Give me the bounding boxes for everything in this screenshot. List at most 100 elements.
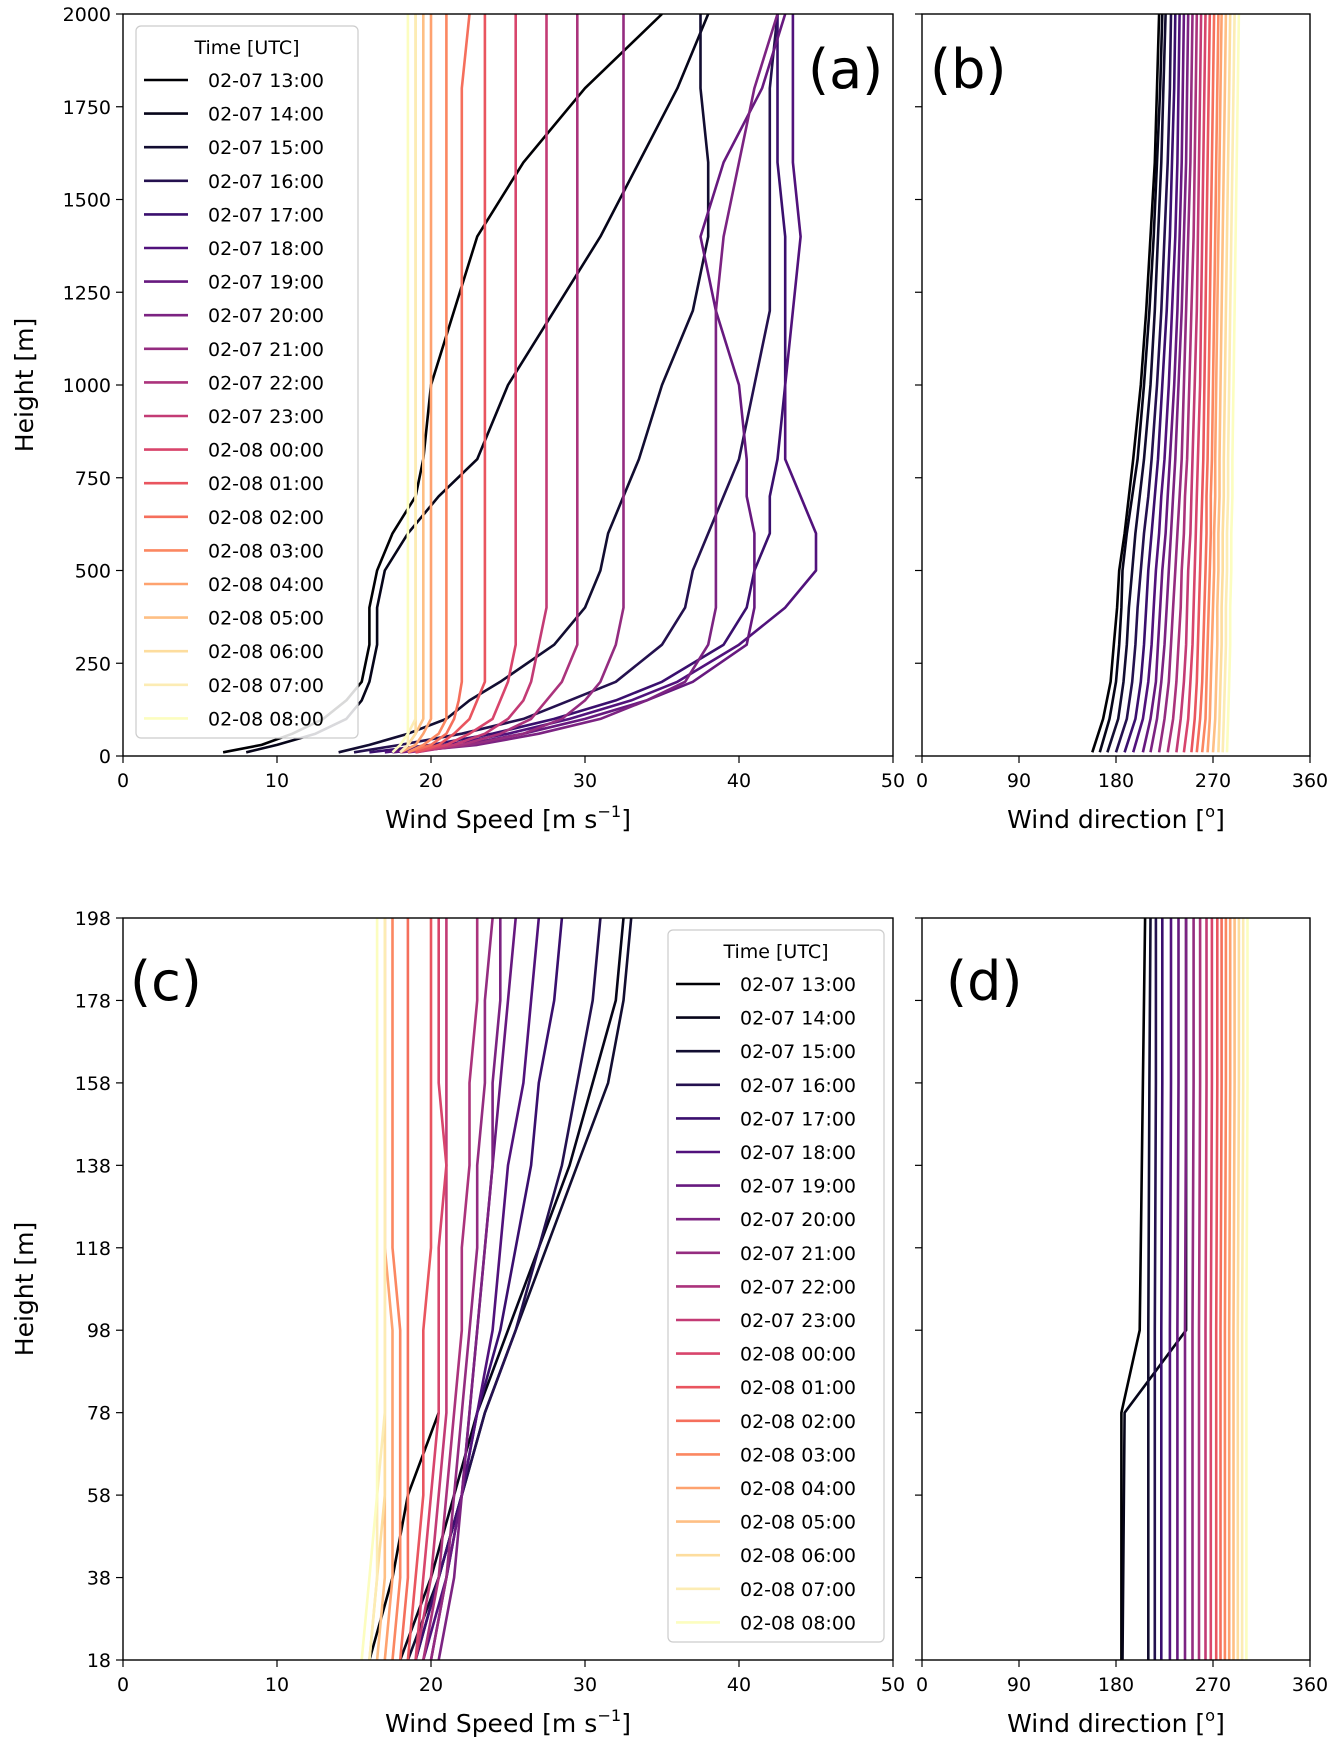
y-tick-label: 118 <box>75 1238 111 1260</box>
legend-label: 02-08 00:00 <box>740 1344 856 1366</box>
series-line <box>1225 14 1241 753</box>
legend: Time [UTC] 02-07 13:00 02-07 14:00 02-07 15… <box>667 929 885 1643</box>
legend-label: 02-08 08:00 <box>740 1612 856 1634</box>
y-tick-label: 2000 <box>63 4 111 26</box>
legend-label: 02-08 06:00 <box>740 1545 856 1567</box>
x-tick-label: 0 <box>117 1674 129 1696</box>
legend-label: 02-07 19:00 <box>740 1176 856 1198</box>
x-tick-label: 50 <box>881 1674 905 1696</box>
series-line <box>391 918 402 1660</box>
y-tick-label: 98 <box>87 1320 111 1342</box>
series-line <box>1166 14 1199 753</box>
legend-box <box>667 929 885 1643</box>
legend-label: 02-07 20:00 <box>208 305 324 327</box>
legend-label: 02-07 14:00 <box>740 1008 856 1030</box>
series-line <box>369 14 787 754</box>
series-line <box>1227 918 1232 1660</box>
legend-label: 02-08 05:00 <box>208 608 324 630</box>
legend-label: 02-07 16:00 <box>740 1075 856 1097</box>
legend-label: 02-08 03:00 <box>740 1444 856 1466</box>
series-line <box>437 918 502 1660</box>
x-tick-label: 360 <box>1292 770 1328 792</box>
series-line <box>384 14 818 754</box>
y-tick-label: 0 <box>99 746 111 768</box>
legend-label: 02-07 14:00 <box>208 104 324 126</box>
series-line <box>1123 14 1177 753</box>
y-tick-label: 198 <box>75 908 111 930</box>
legend-title: Time [UTC] <box>193 37 299 59</box>
x-axis-label: Wind Speed [m s−1] <box>385 1706 631 1738</box>
series-line <box>1217 14 1232 753</box>
series-line <box>360 918 379 1660</box>
legend-label: 02-08 03:00 <box>208 540 324 562</box>
series-line <box>1214 918 1219 1660</box>
plot-frame <box>921 917 1311 1661</box>
x-axis-label: Wind Speed [m s−1] <box>385 802 631 834</box>
plot-frame <box>921 13 1311 757</box>
y-tick-label: 1750 <box>63 97 111 119</box>
x-tick-label: 0 <box>916 770 928 792</box>
series-line <box>1221 14 1236 753</box>
panel-a: 0 10 20 30 40 5002505007501000125015001750200… <box>10 4 905 834</box>
y-tick-label: 38 <box>87 1568 111 1590</box>
y-tick-label: 138 <box>75 1155 111 1177</box>
series-line <box>1204 918 1208 1660</box>
legend-label: 02-08 01:00 <box>740 1377 856 1399</box>
series-line <box>1091 14 1161 753</box>
series-line <box>422 918 479 1660</box>
series-line <box>1183 918 1188 1660</box>
panel-label: (b) <box>930 38 1006 101</box>
series-line <box>399 14 433 754</box>
series-line <box>407 14 471 754</box>
series-line <box>391 14 410 754</box>
series-line <box>1206 14 1223 753</box>
series-line <box>1191 918 1195 1660</box>
y-tick-label: 500 <box>75 561 111 583</box>
legend-label: 02-07 23:00 <box>740 1310 856 1332</box>
x-tick-label: 10 <box>265 770 289 792</box>
series-line <box>1219 918 1223 1660</box>
legend-label: 02-07 15:00 <box>740 1041 856 1063</box>
series-line <box>1236 918 1241 1660</box>
series-line <box>368 918 387 1660</box>
series-line <box>1149 14 1190 753</box>
series-line <box>1106 14 1167 753</box>
y-tick-label: 750 <box>75 468 111 490</box>
legend-label: 02-07 13:00 <box>208 70 324 92</box>
legend-label: 02-08 04:00 <box>740 1478 856 1500</box>
series-group <box>360 918 633 1660</box>
legend-label: 02-08 07:00 <box>208 675 324 697</box>
series-line <box>1168 918 1173 1660</box>
series-line <box>392 14 787 754</box>
y-tick-label: 78 <box>87 1403 111 1425</box>
x-tick-label: 360 <box>1292 1674 1328 1696</box>
series-line <box>1190 14 1212 753</box>
x-tick-label: 40 <box>727 1674 751 1696</box>
legend-label: 02-07 17:00 <box>740 1108 856 1130</box>
series-line <box>399 14 425 754</box>
x-tick-label: 10 <box>265 1674 289 1696</box>
series-line <box>415 14 487 754</box>
legend-label: 02-07 18:00 <box>740 1142 856 1164</box>
legend-label: 02-08 04:00 <box>208 574 324 596</box>
series-line <box>1175 14 1203 753</box>
x-tick-label: 90 <box>1007 1674 1031 1696</box>
series-line <box>353 14 779 754</box>
series-line <box>1197 918 1202 1660</box>
legend-label: 02-07 22:00 <box>740 1276 856 1298</box>
series-line <box>1098 14 1164 753</box>
series-line <box>429 918 494 1660</box>
series-line <box>1223 918 1228 1660</box>
x-tick-label: 20 <box>419 1674 443 1696</box>
series-line <box>415 14 548 754</box>
series-line <box>407 14 625 754</box>
series-line <box>1160 918 1164 1660</box>
legend-box <box>135 25 359 739</box>
series-line <box>414 918 448 1660</box>
series-line <box>1240 918 1245 1660</box>
x-tick-label: 270 <box>1195 1674 1231 1696</box>
y-tick-label: 1250 <box>63 282 111 304</box>
y-tick-label: 178 <box>75 990 111 1012</box>
x-tick-label: 0 <box>916 1674 928 1696</box>
